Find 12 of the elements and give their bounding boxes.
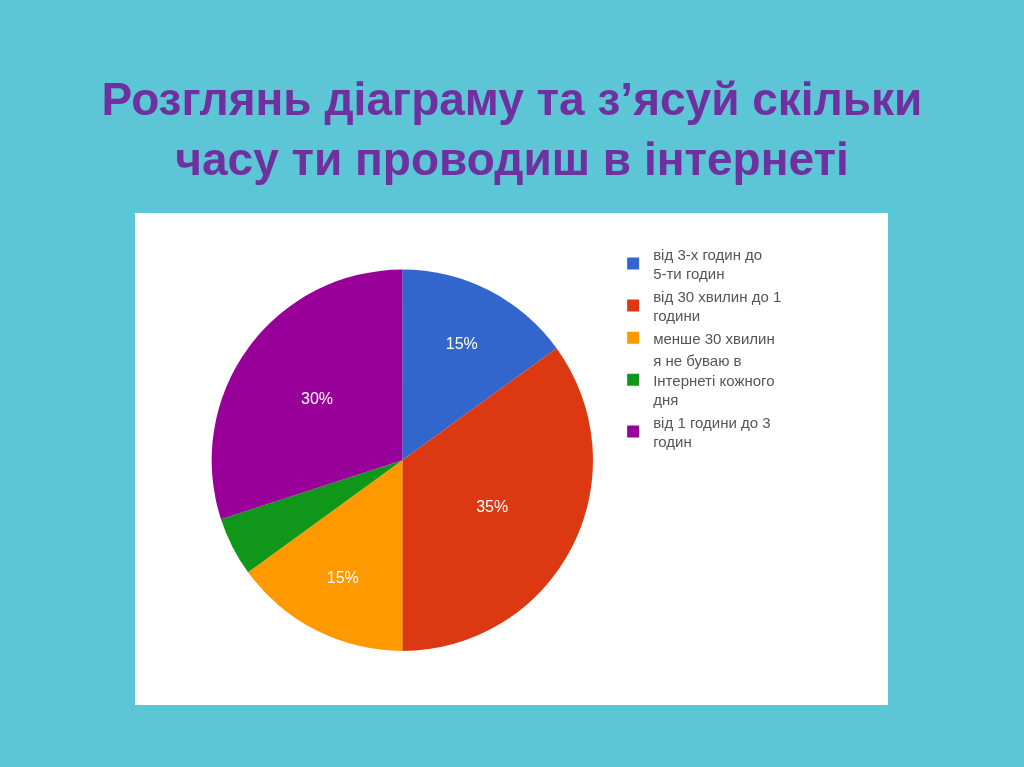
pie-slice: [248, 460, 403, 651]
data-label: 35%: [476, 497, 509, 515]
data-label: 30%: [301, 389, 334, 407]
data-label: 15%: [445, 334, 478, 352]
data-label: 15%: [326, 568, 359, 586]
legend-label: від 1 години до 3 годин: [653, 413, 771, 451]
pie-slice: [212, 269, 403, 520]
legend-label: менше 30 хвилин: [653, 329, 775, 347]
pie-slice: [402, 269, 557, 461]
pie-slice: [402, 348, 593, 651]
chart-title: Розглянь діаграму та з’ясуй скільки часу ти проводиш в інтернеті: [101, 73, 923, 185]
pie-slice: [221, 460, 403, 573]
